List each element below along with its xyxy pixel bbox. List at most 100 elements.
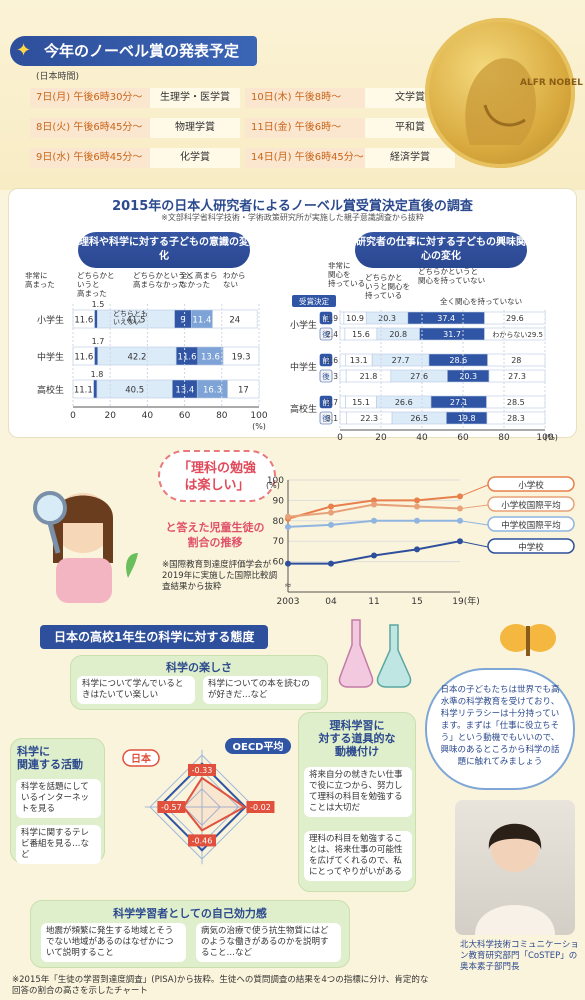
legend-label-line: 非常に — [25, 272, 48, 280]
legend-label: 非常に高まった — [25, 272, 55, 289]
legend-label: 小学校国際平均 — [501, 500, 561, 511]
legend-label-line: 持っている — [328, 278, 365, 288]
data-label: 20.8 — [389, 330, 407, 339]
legend-label-line: 高まった — [77, 288, 107, 298]
data-label: 11.6 — [74, 353, 93, 363]
girl-with-magnifier-icon — [33, 491, 138, 603]
activity-title-2: 関連する活動 — [17, 758, 83, 771]
category-label: 中学生 — [37, 351, 64, 363]
bar-segment — [94, 309, 98, 329]
category-label: 中学生 — [290, 361, 317, 373]
y-tick-label: 90 — [273, 496, 285, 506]
enjoy-science-bubble: 「理科の勉強 は楽しい」 — [158, 450, 276, 502]
x-tick-label: 80 — [498, 433, 510, 442]
schedule-row: 14日(月) 午後6時45分～ 経済学賞 — [245, 148, 455, 168]
value-label: -0.57 — [161, 803, 182, 812]
x-tick-label: 100 — [536, 433, 553, 442]
bar-segment — [94, 346, 99, 366]
attitude-footnote: ※2015年「生徒の学習到達度調査」(PISA)から抜粋。生徒への質問調査の結果… — [12, 975, 429, 996]
author-photo — [455, 800, 575, 935]
schedule-prize: 物理学賞 — [150, 118, 240, 138]
bar-segment — [339, 369, 347, 383]
subtitle-line-2: 割合の推移 — [187, 536, 243, 549]
self-efficacy-item-2: 病気の治療で使う抗生物質にはどのような働きがあるのかを説明すること…など — [196, 923, 341, 962]
group-badge-label: 前 — [322, 313, 330, 323]
self-efficacy-box: 科学学習者としての自己効力感 地震が頻繁に発生する地域とそうでない地域があるのは… — [30, 900, 350, 968]
flask-icon — [338, 619, 412, 688]
data-label: 20.3 — [378, 314, 396, 323]
science-joy-box: 科学の楽しさ 科学について学んでいるときはたいてい楽しい 科学についての本を読む… — [70, 655, 328, 710]
line-chart-subtitle: と答えた児童生徒の 割合の推移 — [150, 520, 280, 550]
data-label: 1.9 — [326, 314, 338, 323]
bar-segment — [339, 411, 347, 425]
y-tick-label: 70 — [273, 537, 285, 547]
data-label: 2.7 — [326, 398, 338, 407]
x-tick-label: 15 — [411, 597, 422, 607]
data-label: 3.1 — [326, 414, 338, 423]
legend-label: 中学校 — [518, 542, 544, 553]
motivation-title-2: 対する道具的な — [318, 732, 396, 745]
data-label: 11.6 — [178, 353, 197, 363]
person-icon — [475, 823, 555, 935]
legend-label: 非常に関心を持っている — [328, 262, 365, 288]
data-label: 1.5 — [92, 300, 105, 309]
legend-leader — [459, 540, 489, 548]
category-label: 高校生 — [37, 384, 64, 396]
group-badge-label: 後 — [322, 413, 330, 423]
legend-label-line: 高まった — [25, 279, 55, 289]
attitude-radar-chart: -0.33 -0.02 -0.46 -0.57 日本 OECD平均 — [122, 738, 291, 865]
author-caption: 北大科学技術コミュニケーション教育研究部門「CoSTEP」の奥本素子部門長 — [460, 940, 579, 972]
legend-box — [487, 538, 575, 554]
science-joy-item-2: 科学についての本を読むのが好きだ…など — [203, 676, 321, 704]
unit-label: (%) — [252, 422, 266, 431]
legend-leader — [459, 520, 489, 526]
data-label: 2.6 — [326, 356, 338, 365]
y-tick-label: 80 — [273, 517, 285, 527]
activity-title-1: 科学に — [17, 745, 50, 758]
legend-label: 全く高まらなかった — [180, 272, 218, 289]
group-badge-label: 前 — [322, 397, 330, 407]
schedule-prize: 経済学賞 — [365, 148, 455, 168]
legend-label-line: なかった — [180, 280, 210, 289]
motivation-title-3: 動機付け — [335, 745, 379, 758]
data-label: 11.1 — [74, 386, 93, 396]
chart2-title: 研究者の仕事に対する子どもの興味関心の変化 — [356, 237, 526, 262]
schedule-title: 今年のノーベル賞の発表予定 — [10, 36, 258, 66]
group-label: 受賞決定 — [299, 296, 329, 306]
data-label: 19.3 — [232, 353, 251, 363]
chart1-title-pill: 理科や科学に対する子どもの意識の変化 — [78, 232, 250, 268]
legend-japan: 日本 — [131, 752, 152, 765]
legend-label: 小学校 — [518, 480, 544, 491]
legend-oecd: OECD平均 — [233, 740, 284, 753]
category-label: 高校生 — [290, 403, 317, 415]
group-badge-label: 前 — [322, 355, 330, 365]
x-tick-label: 40 — [142, 411, 154, 421]
activity-item-1: 科学を話題にしているインターネットを見る — [16, 779, 101, 818]
data-label: 13.1 — [350, 356, 368, 365]
schedule-row: 11日(金) 午後6時～ 平和賞 — [245, 118, 455, 138]
inner-label-line: いえない — [113, 318, 141, 326]
axis-break-icon: ≈ — [284, 581, 292, 591]
japan-series — [182, 776, 247, 832]
group-badge-label: 後 — [322, 329, 330, 339]
value-label: -0.33 — [192, 766, 213, 775]
x-tick-label: 40 — [416, 433, 428, 442]
x-tick-label: 20 — [375, 433, 387, 442]
legend-label: どちらかというと高まった — [77, 272, 115, 298]
line-chart-note: ※国際教育到達度評価学会が2019年に実施した国際比較調査結果から抜粋 — [162, 560, 278, 592]
x-tick-label: 100 — [250, 411, 267, 421]
legend-label-line: いうと — [77, 280, 100, 289]
legend-label: どちらかというと高まらなかった — [133, 272, 193, 289]
legend-label-line: 高まらなかった — [133, 279, 186, 289]
data-label: 24 — [229, 316, 240, 326]
data-label: 40.5 — [125, 386, 144, 396]
data-point — [328, 521, 334, 528]
data-label: 27.1 — [450, 398, 468, 407]
oecd-series — [157, 762, 247, 852]
data-point — [285, 513, 291, 520]
data-label: 19.8 — [458, 414, 476, 423]
legend-leader — [459, 504, 489, 510]
data-point — [371, 501, 377, 508]
schedule-date: 9日(水) 午後6時45分～ — [30, 148, 150, 168]
motivation-box: 理科学習に 対する道具的な 動機付け 将来自分の就きたい仕事で役に立つから、努力… — [298, 712, 416, 892]
